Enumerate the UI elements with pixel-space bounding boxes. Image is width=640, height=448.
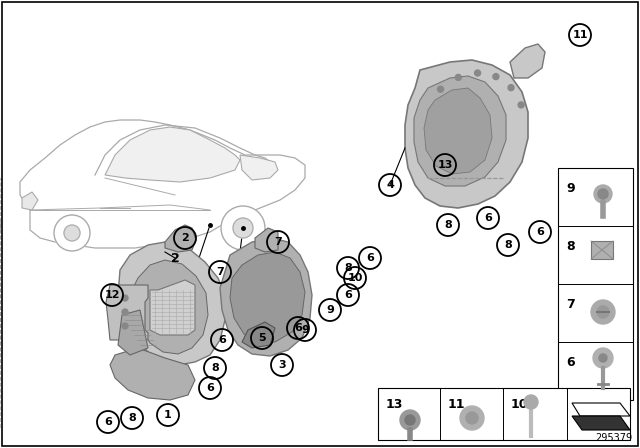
- Polygon shape: [572, 403, 630, 416]
- Polygon shape: [220, 238, 312, 356]
- Text: 10: 10: [511, 398, 529, 411]
- Text: 4: 4: [386, 180, 394, 190]
- FancyBboxPatch shape: [378, 388, 630, 440]
- Text: 5: 5: [258, 333, 266, 343]
- Circle shape: [593, 348, 613, 368]
- Circle shape: [460, 406, 484, 430]
- Text: 11: 11: [572, 30, 588, 40]
- Circle shape: [599, 354, 607, 362]
- Polygon shape: [424, 88, 492, 174]
- Polygon shape: [132, 260, 208, 354]
- Circle shape: [594, 185, 612, 203]
- Text: 7: 7: [216, 267, 224, 277]
- Polygon shape: [22, 192, 38, 210]
- Polygon shape: [242, 322, 275, 348]
- Text: 2: 2: [171, 251, 179, 264]
- Text: 1: 1: [164, 410, 172, 420]
- Polygon shape: [572, 416, 630, 430]
- Polygon shape: [106, 285, 148, 340]
- Text: 6: 6: [294, 323, 302, 333]
- Polygon shape: [105, 127, 240, 182]
- Circle shape: [508, 85, 514, 90]
- Text: 9: 9: [301, 325, 309, 335]
- Circle shape: [438, 86, 444, 92]
- Circle shape: [524, 395, 538, 409]
- Polygon shape: [150, 280, 195, 335]
- Circle shape: [455, 74, 461, 80]
- Circle shape: [233, 218, 253, 238]
- Text: 11: 11: [448, 398, 465, 411]
- Text: 6: 6: [566, 356, 575, 369]
- Polygon shape: [118, 242, 225, 365]
- Circle shape: [598, 189, 608, 199]
- Text: 10: 10: [348, 273, 363, 283]
- Polygon shape: [240, 155, 278, 180]
- Circle shape: [518, 102, 524, 108]
- FancyBboxPatch shape: [558, 168, 633, 400]
- Text: 6: 6: [366, 253, 374, 263]
- Text: 6: 6: [206, 383, 214, 393]
- Polygon shape: [510, 44, 545, 78]
- Text: 8: 8: [566, 240, 575, 253]
- Circle shape: [597, 306, 609, 318]
- Circle shape: [54, 215, 90, 251]
- Polygon shape: [230, 252, 305, 342]
- Polygon shape: [20, 120, 305, 248]
- Circle shape: [591, 300, 615, 324]
- Text: 6: 6: [536, 227, 544, 237]
- Circle shape: [466, 412, 478, 424]
- Text: 7: 7: [566, 297, 575, 310]
- Text: 9: 9: [566, 181, 575, 194]
- Circle shape: [122, 309, 128, 315]
- Circle shape: [400, 410, 420, 430]
- Text: 8: 8: [344, 263, 352, 273]
- Circle shape: [122, 323, 128, 329]
- Circle shape: [475, 70, 481, 76]
- Text: 13: 13: [386, 398, 403, 411]
- Text: 12: 12: [104, 290, 120, 300]
- Polygon shape: [414, 76, 506, 186]
- Text: 7: 7: [274, 237, 282, 247]
- Polygon shape: [405, 60, 528, 208]
- FancyBboxPatch shape: [591, 241, 613, 259]
- Polygon shape: [110, 348, 195, 400]
- Circle shape: [221, 206, 265, 250]
- Polygon shape: [118, 310, 148, 355]
- Circle shape: [122, 295, 128, 301]
- Polygon shape: [255, 228, 278, 252]
- Text: 3: 3: [278, 360, 286, 370]
- Text: 13: 13: [437, 160, 452, 170]
- Text: 8: 8: [128, 413, 136, 423]
- Circle shape: [493, 73, 499, 80]
- Text: 6: 6: [484, 213, 492, 223]
- Text: 6: 6: [218, 335, 226, 345]
- Text: 295379: 295379: [595, 433, 632, 443]
- Text: 8: 8: [211, 363, 219, 373]
- Text: 6: 6: [104, 417, 112, 427]
- Text: 8: 8: [504, 240, 512, 250]
- Text: 8: 8: [444, 220, 452, 230]
- Text: 9: 9: [326, 305, 334, 315]
- Polygon shape: [165, 225, 196, 252]
- Circle shape: [405, 415, 415, 425]
- Text: 2: 2: [181, 233, 189, 243]
- Text: 6: 6: [344, 290, 352, 300]
- Circle shape: [64, 225, 80, 241]
